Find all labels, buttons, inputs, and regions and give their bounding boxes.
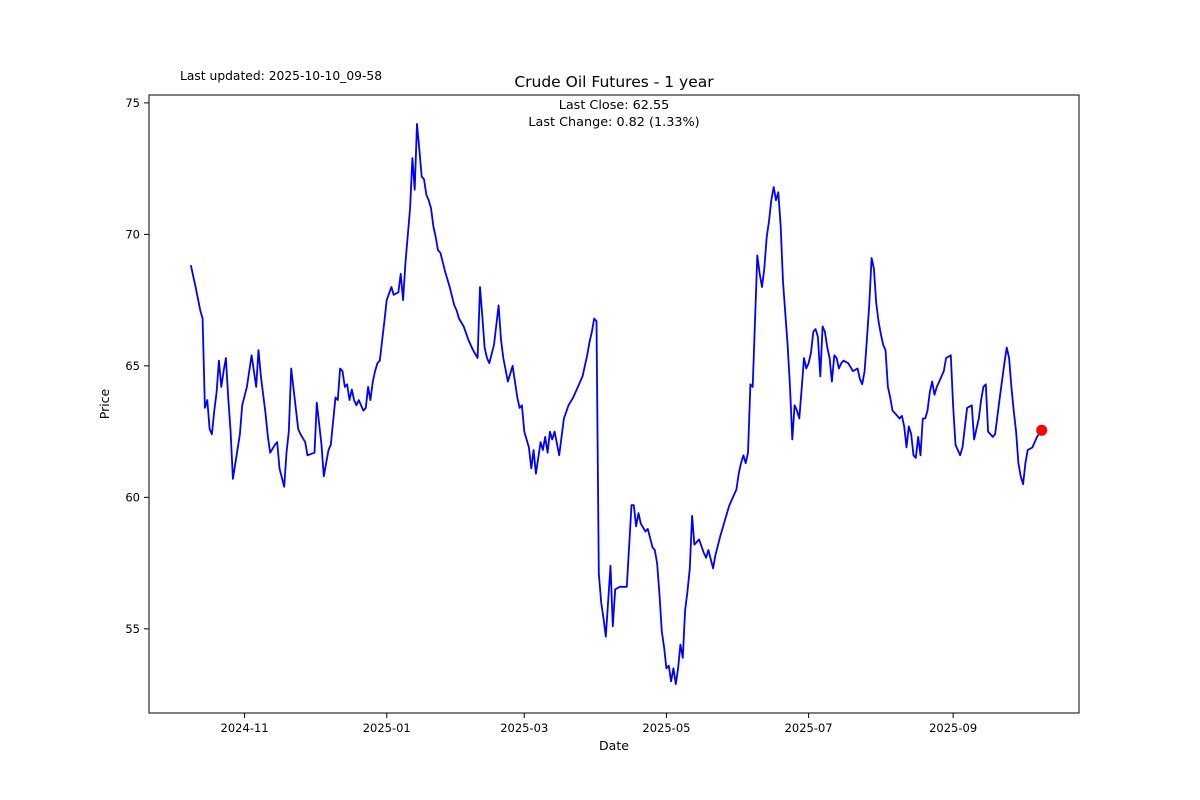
y-tick-label: 65	[125, 359, 140, 373]
x-tick-label: 2025-01	[363, 721, 411, 735]
x-tick-label: 2025-03	[500, 721, 548, 735]
x-tick-label: 2025-05	[642, 721, 690, 735]
y-tick-label: 55	[125, 622, 140, 636]
y-axis-ticks: 55 60 65 70 75	[125, 96, 149, 636]
price-line-series	[190, 123, 1043, 685]
x-tick-label: 2024-11	[221, 721, 269, 735]
chart-title: Crude Oil Futures - 1 year	[514, 73, 714, 91]
x-tick-label: 2025-07	[785, 721, 833, 735]
x-axis-ticks: 2024-11 2025-01 2025-03 2025-05 2025-07 2025-…	[221, 713, 977, 735]
last-price-marker	[1036, 424, 1048, 436]
x-axis-label: Date	[599, 738, 629, 753]
y-tick-label: 60	[125, 491, 140, 505]
y-tick-label: 70	[125, 228, 140, 242]
plot-area	[148, 94, 1080, 714]
last-close-annotation: Last Close: 62.55	[559, 98, 670, 113]
x-tick-label: 2025-09	[929, 721, 977, 735]
y-tick-label: 75	[125, 96, 140, 110]
last-updated-annotation: Last updated: 2025-10-10_09-58	[180, 69, 382, 83]
y-axis-label: Price	[97, 388, 112, 419]
last-change-annotation: Last Change: 0.82 (1.33%)	[528, 115, 699, 130]
